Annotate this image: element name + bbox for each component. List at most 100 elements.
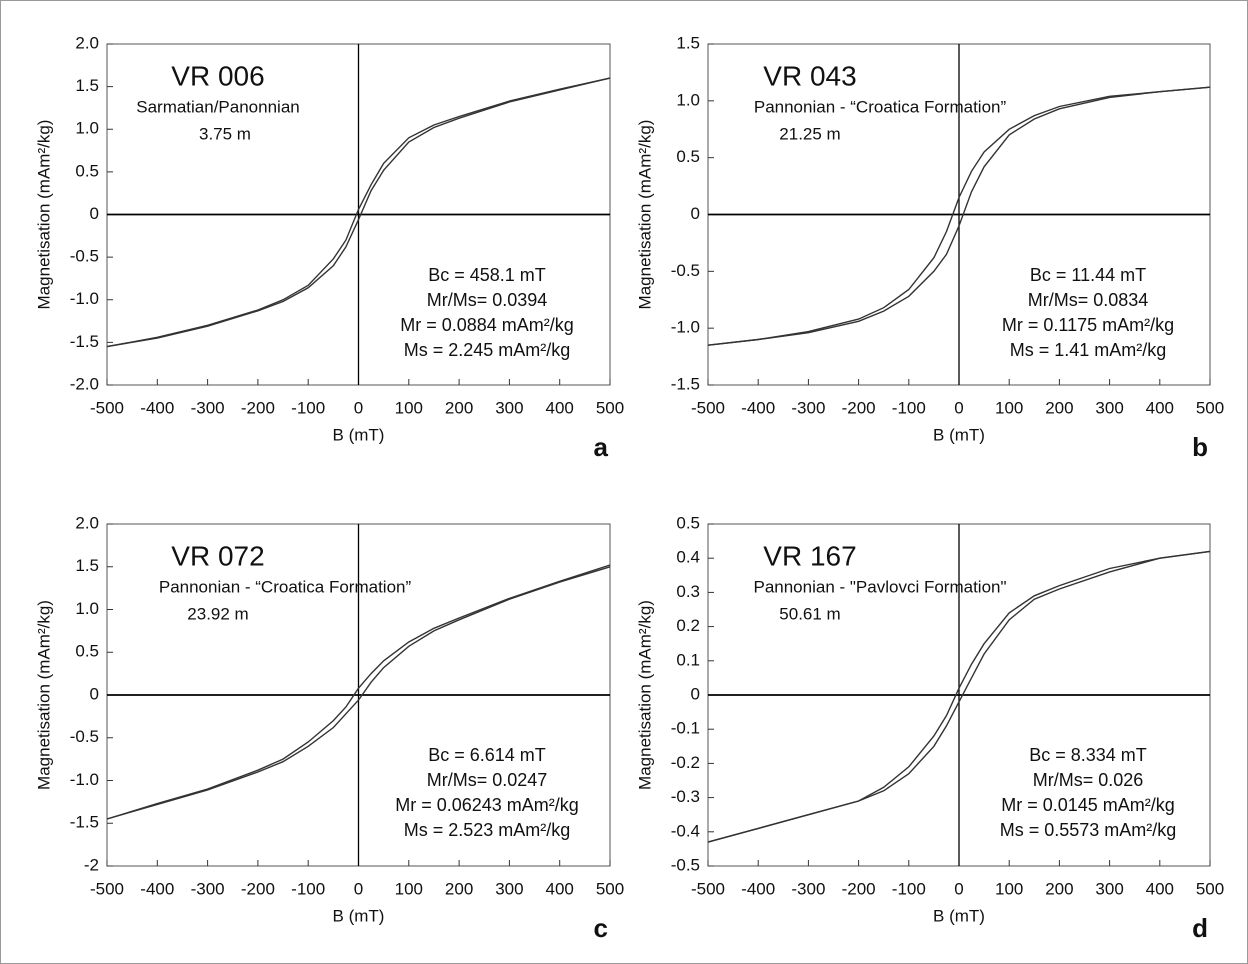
y-tick-label: 0 [90,684,99,703]
sample-depth: 23.92 m [187,604,248,623]
x-tick-label: 500 [596,398,624,417]
hysteresis-branch [106,77,611,348]
x-tick-label: 400 [546,398,574,417]
panel-title: VR 167 [763,540,856,571]
stat-annotation: Ms = 2.245 mAm²/kg [404,340,571,360]
stat-annotation: Ms = 0.5573 mAm²/kg [1000,820,1177,840]
panel-subtitle: Pannonian - “Croatica Formation” [754,97,1007,116]
x-tick-label: -300 [191,398,225,417]
panel-subtitle: Pannonian - “Croatica Formation” [159,577,412,596]
y-tick-label: -2 [84,855,99,874]
x-tick-label: 500 [1196,879,1224,898]
stat-annotation: Bc = 11.44 mT [1030,265,1146,285]
y-tick-label: -0.1 [671,719,700,738]
panel-letter: d [1192,913,1208,943]
y-tick-label: 0 [691,204,700,223]
y-tick-label: 0.5 [75,161,99,180]
x-axis-label: B (mT) [933,425,985,444]
y-tick-label: 0.5 [676,147,700,166]
y-tick-label: 0.5 [676,513,700,532]
y-tick-label: -0.5 [671,261,700,280]
x-tick-label: -400 [741,879,775,898]
x-tick-label: -200 [842,398,876,417]
x-tick-label: 300 [495,879,523,898]
y-tick-label: -0.5 [70,247,99,266]
x-tick-label: -500 [691,398,725,417]
x-tick-label: -100 [291,879,325,898]
y-tick-label: -0.5 [70,727,99,746]
x-tick-label: 400 [1146,398,1174,417]
x-axis-label: B (mT) [333,906,385,925]
panel-letter: a [594,432,609,462]
stat-annotation: Mr = 0.0145 mAm²/kg [1001,795,1175,815]
y-tick-label: 0.1 [676,650,700,669]
y-tick-label: 2.0 [75,33,99,52]
y-tick-label: -2.0 [70,374,99,393]
x-tick-label: 200 [445,879,473,898]
panel-title: VR 043 [763,60,856,91]
y-tick-label: 1.0 [75,119,99,138]
x-tick-label: -100 [892,879,926,898]
y-tick-label: 2.0 [75,513,99,532]
hysteresis-branch [106,564,611,820]
x-tick-label: 200 [445,398,473,417]
x-tick-label: 400 [546,879,574,898]
x-tick-label: 200 [1045,398,1073,417]
stat-annotation: Mr = 0.1175 mAm²/kg [1002,315,1174,335]
sample-depth: 50.61 m [779,604,840,623]
y-tick-label: 0.3 [676,582,700,601]
x-tick-label: 400 [1146,879,1174,898]
x-tick-label: 0 [954,879,963,898]
y-tick-label: -1.5 [70,332,99,351]
y-tick-label: -0.3 [671,787,700,806]
y-tick-label: 1.5 [676,33,700,52]
stat-annotation: Mr/Ms= 0.0394 [427,290,548,310]
x-tick-label: -200 [241,398,275,417]
stat-annotation: Bc = 458.1 mT [428,265,546,285]
x-tick-label: -300 [791,879,825,898]
stat-annotation: Mr = 0.0884 mAm²/kg [400,315,574,335]
stat-annotation: Bc = 8.334 mT [1029,745,1147,765]
stat-annotation: Mr/Ms= 0.0834 [1028,290,1149,310]
panel-title: VR 072 [171,540,264,571]
y-tick-label: 1.0 [75,599,99,618]
hysteresis-branch [106,77,611,348]
y-tick-label: 0 [691,684,700,703]
x-tick-label: 100 [395,398,423,417]
stat-annotation: Ms = 2.523 mAm²/kg [404,820,571,840]
x-tick-label: -300 [191,879,225,898]
y-tick-label: 1.5 [75,556,99,575]
hysteresis-branch [707,86,1211,346]
hysteresis-branch [707,86,1211,346]
panel-subtitle: Pannonian - "Pavlovci Formation" [753,577,1006,596]
y-axis-label: Magnetisation (mAm²/kg) [34,120,53,310]
sample-depth: 21.25 m [779,124,840,143]
x-tick-label: -500 [90,398,124,417]
x-tick-label: 300 [495,398,523,417]
stat-annotation: Mr/Ms= 0.026 [1033,770,1144,790]
sample-depth: 3.75 m [199,124,251,143]
hysteresis-branch [707,550,1211,843]
x-tick-label: -400 [140,879,174,898]
x-axis-label: B (mT) [933,906,985,925]
x-tick-label: 0 [954,398,963,417]
x-tick-label: 100 [395,879,423,898]
y-tick-label: -0.5 [671,855,700,874]
x-tick-label: -200 [842,879,876,898]
x-tick-label: -200 [241,879,275,898]
y-tick-label: -1.5 [70,813,99,832]
y-tick-label: -0.2 [671,753,700,772]
x-tick-label: 0 [354,398,363,417]
x-tick-label: 100 [995,398,1023,417]
x-tick-label: -100 [291,398,325,417]
y-tick-label: 0.4 [676,548,700,567]
y-tick-label: -1.0 [671,318,700,337]
x-tick-label: 500 [596,879,624,898]
y-tick-label: -0.4 [671,821,700,840]
x-tick-label: 100 [995,879,1023,898]
y-tick-label: 0.2 [676,616,700,635]
hysteresis-branch [106,566,611,820]
x-tick-label: -400 [140,398,174,417]
y-tick-label: -1.0 [70,770,99,789]
